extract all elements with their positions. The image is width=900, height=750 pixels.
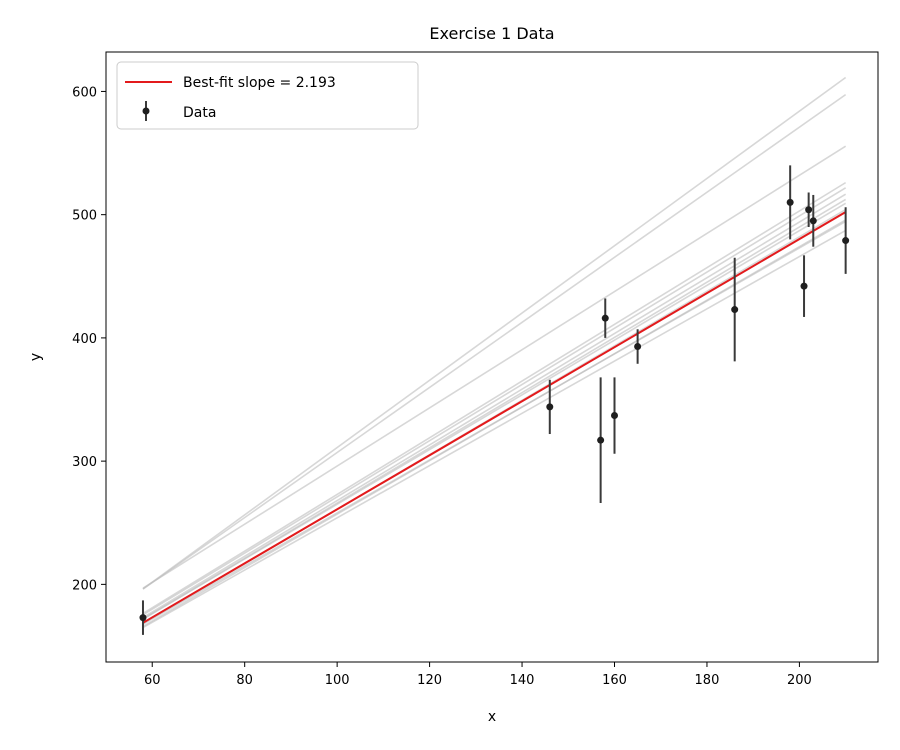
data-point: [546, 403, 554, 411]
data-point: [139, 614, 147, 622]
data-point: [842, 237, 850, 245]
sample-line: [142, 229, 847, 629]
chart-title: Exercise 1 Data: [429, 24, 554, 43]
legend-box: [116, 61, 419, 130]
x-tick-label: 140: [510, 673, 535, 688]
y-tick-label: 200: [72, 578, 97, 593]
x-tick-label: 200: [787, 673, 812, 688]
best-fit-line: [142, 211, 847, 624]
x-tick-label: 160: [602, 673, 627, 688]
plot-frame: [105, 51, 879, 663]
x-tick-label: 180: [695, 673, 720, 688]
sample-line: [142, 145, 847, 589]
legend-data-marker: [142, 107, 150, 115]
y-tick-label: 500: [72, 209, 97, 224]
sample-line: [142, 187, 847, 616]
legend-data-label: Data: [183, 105, 216, 121]
data-point: [634, 343, 642, 351]
y-tick-label: 600: [72, 85, 97, 100]
y-axis-ticks: 200 300 400 500 600: [72, 85, 106, 593]
legend-fit-label: Best-fit slope = 2.193: [183, 75, 336, 91]
sample-line: [142, 93, 847, 590]
x-tick-label: 100: [325, 673, 350, 688]
y-axis-label: y: [28, 353, 44, 361]
data-point: [601, 314, 609, 322]
data-point: [805, 206, 813, 214]
x-axis-ticks: 60 80 100 120 140 160 180 200: [144, 662, 812, 688]
sample-lines: [142, 76, 847, 629]
x-tick-label: 80: [236, 673, 253, 688]
sample-line: [142, 181, 847, 615]
y-tick-label: 300: [72, 455, 97, 470]
sample-line: [142, 202, 847, 620]
legend: Best-fit slope = 2.193 Data: [116, 61, 419, 130]
data-point: [597, 436, 605, 444]
data-point: [731, 306, 739, 314]
data-points: [139, 165, 850, 635]
x-axis-label: x: [488, 709, 496, 725]
data-point: [786, 198, 794, 206]
sample-line: [142, 193, 847, 619]
sample-line: [142, 76, 847, 590]
x-tick-label: 60: [144, 673, 161, 688]
sample-line: [142, 220, 847, 625]
y-tick-label: 400: [72, 332, 97, 347]
fit-line-group: [142, 211, 847, 624]
data-point: [809, 217, 817, 225]
data-point: [611, 412, 619, 420]
x-tick-label: 120: [417, 673, 442, 688]
data-point: [800, 282, 808, 290]
